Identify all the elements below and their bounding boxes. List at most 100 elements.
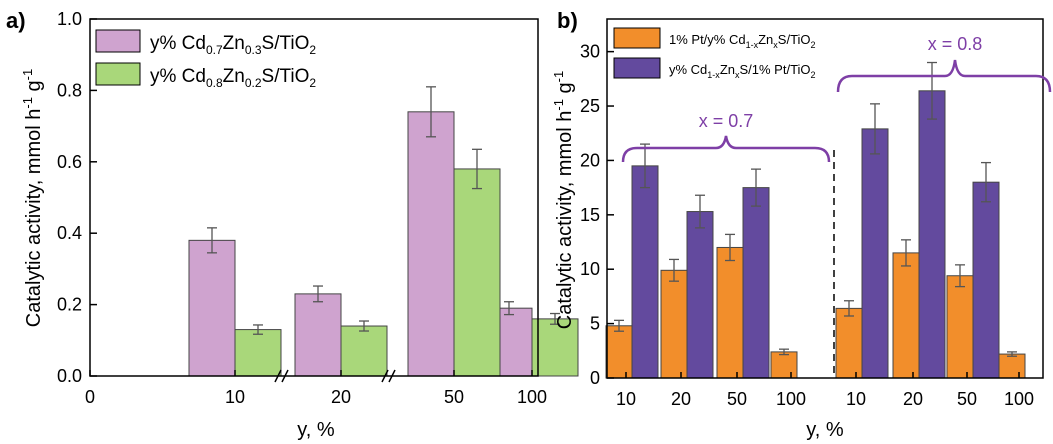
panel-b-legend: 1% Pt/y% Cd1-xZnxS/TiO2 y% Cd1-xZnxS/1% …	[613, 27, 816, 80]
panel-b-xtick-label: 20	[903, 389, 923, 409]
panel-a-axis-break-1	[274, 369, 289, 383]
panel-b-error-s1-5	[901, 239, 911, 267]
panel-a-label: a)	[6, 8, 26, 33]
panel-a-ytick-label: 0.4	[57, 223, 82, 243]
panel-b-ytick-label: 5	[590, 314, 600, 334]
panel-b-xtick-label: 10	[616, 389, 636, 409]
panel-a-bar-s2-20	[340, 325, 388, 377]
panel-b-bar-s2-0	[631, 165, 659, 379]
panel-a-bars	[188, 111, 579, 377]
panel-b-ytick-label: 0	[590, 368, 600, 388]
panel-a-xtick-label: 0	[85, 387, 95, 407]
panel-a-xtick-label: 20	[331, 387, 351, 407]
panel-a-ytick-label: 0.8	[57, 80, 82, 100]
panel-a-legend-label-1: y% Cd0.7Zn0.3S/TiO2	[150, 33, 316, 57]
panel-b-legend-swatch-2	[613, 57, 661, 79]
panel-a-y-ticks: 0.0 0.2 0.4 0.6 0.8 1.0	[57, 9, 97, 386]
panel-b-bar-s1-0	[605, 325, 633, 379]
panel-b-error-s1-3	[779, 348, 789, 356]
panel-a-error-s1-20	[313, 285, 323, 303]
panel-a-bar-s2-50	[453, 168, 501, 377]
panel-b-bar-s1-4	[835, 307, 863, 379]
panel-a-ytick-label: 0.6	[57, 152, 82, 172]
panel-b-bar-s2-5	[918, 90, 946, 379]
panel-b-error-s1-4	[844, 300, 854, 317]
panel-b-ytick-label: 25	[580, 96, 600, 116]
panel-a-xtick-label: 100	[517, 387, 547, 407]
panel-b-bar-s1-5	[892, 252, 920, 379]
panel-b-error-s2-1	[695, 194, 705, 229]
panel-a-legend: y% Cd0.7Zn0.3S/TiO2 y% Cd0.8Zn0.2S/TiO2	[95, 29, 316, 90]
panel-a-x-axis-title: y, %	[297, 419, 335, 441]
panel-a-bar-s1-50	[407, 111, 455, 377]
panel-a-bar-s1-10	[188, 239, 236, 377]
panel-b-ytick-label: 10	[580, 259, 600, 279]
panel-b-xtick-label: 50	[957, 389, 977, 409]
panel-b-error-s1-2	[725, 233, 735, 262]
panel-b-bar-s1-1	[660, 269, 688, 379]
panel-a-error-s2-100	[550, 312, 560, 325]
panel-b-bar-s1-7	[998, 353, 1026, 379]
panel-b-error-s2-0	[640, 143, 650, 189]
panel-a-error-s1-100	[504, 301, 514, 316]
panel-b-legend-label-2: y% Cd1-xZnxS/1% Pt/TiO2	[669, 62, 816, 80]
panel-a-x-ticks: 0 10 20 50 100	[85, 370, 547, 407]
panel-b-bar-s2-6	[972, 181, 1000, 379]
panel-b-ytick-label: 30	[580, 42, 600, 62]
panel-b-bar-s2-2	[742, 187, 770, 379]
panel-a-error-s2-20	[359, 320, 369, 332]
panel-b-label: b)	[557, 8, 578, 33]
panel-a-axis-break-2	[381, 369, 396, 383]
panel-a-bar-s1-20	[294, 293, 342, 377]
panel-a-bar-chart: a) 0.0 0.2 0.4 0.6 0.8 1.0 0 10 20 50 100 y, % Ca…	[6, 8, 579, 441]
panel-b-legend-swatch-1	[613, 27, 661, 49]
panel-b-ytick-label: 20	[580, 150, 600, 170]
panel-a-ytick-label: 1.0	[57, 9, 82, 29]
panel-b-group-label-x07: x = 0.7	[699, 111, 754, 131]
panel-b-xtick-label: 20	[671, 389, 691, 409]
panel-a-bar-s2-10	[234, 329, 282, 377]
panel-b-xtick-label: 100	[1004, 389, 1034, 409]
panel-b-y-axis-title: Catalytic activity, mmol h-1 g-1	[551, 71, 576, 329]
panel-b-bars	[605, 90, 1026, 379]
panel-a-bar-s2-100	[531, 318, 579, 377]
panel-a-xtick-label: 10	[225, 387, 245, 407]
panel-b-error-s2-2	[751, 168, 761, 207]
panel-b-legend-label-1: 1% Pt/y% Cd1-xZnxS/TiO2	[669, 32, 816, 50]
panel-a-error-s2-10	[253, 324, 263, 335]
panel-b-bar-s1-6	[946, 275, 974, 379]
panel-b-bracket-x07	[621, 135, 831, 163]
panel-b-error-s2-4	[870, 103, 880, 155]
panel-b-bar-s2-1	[686, 211, 714, 379]
panel-a-legend-swatch-2	[95, 62, 141, 86]
panel-b-y-ticks: 0 5 10 15 20 25 30	[580, 42, 614, 388]
panel-a-ytick-label: 0.2	[57, 295, 82, 315]
panel-a-error-s1-50	[426, 86, 436, 138]
panel-b-group-label-x08: x = 0.8	[928, 34, 983, 54]
panel-b-error-s1-1	[669, 258, 679, 282]
panel-b-x-axis-title: y, %	[806, 419, 844, 441]
panel-b-xtick-label: 50	[727, 389, 747, 409]
panel-a-error-s2-50	[472, 148, 482, 190]
panel-a-xtick-label: 50	[444, 387, 464, 407]
panel-a-y-axis-title: Catalytic activity, mmol h-1 g-1	[20, 69, 45, 327]
panel-b-error-s1-6	[955, 264, 965, 288]
panel-a-ytick-label: 0.0	[57, 366, 82, 386]
panel-a-error-bars	[207, 86, 560, 335]
panel-b-xtick-label: 10	[846, 389, 866, 409]
panel-b-xtick-label: 100	[776, 389, 806, 409]
panel-b-error-s1-0	[614, 319, 624, 332]
panel-a-legend-swatch-1	[95, 29, 141, 53]
panel-b-error-bars	[614, 61, 1017, 357]
panel-b-error-s2-5	[927, 61, 937, 120]
panel-b-bar-s1-2	[716, 246, 744, 379]
panel-b-x-ticks: 10 20 50 100 10 20 50 100	[616, 372, 1034, 409]
panel-b-plot-frame	[606, 18, 1044, 379]
panel-b-ytick-label: 15	[580, 205, 600, 225]
panel-b-bar-s2-4	[861, 128, 889, 379]
panel-a-error-s1-10	[207, 227, 217, 254]
panel-b-bar-s1-3	[770, 351, 798, 379]
panel-a-legend-label-2: y% Cd0.8Zn0.2S/TiO2	[150, 66, 316, 90]
